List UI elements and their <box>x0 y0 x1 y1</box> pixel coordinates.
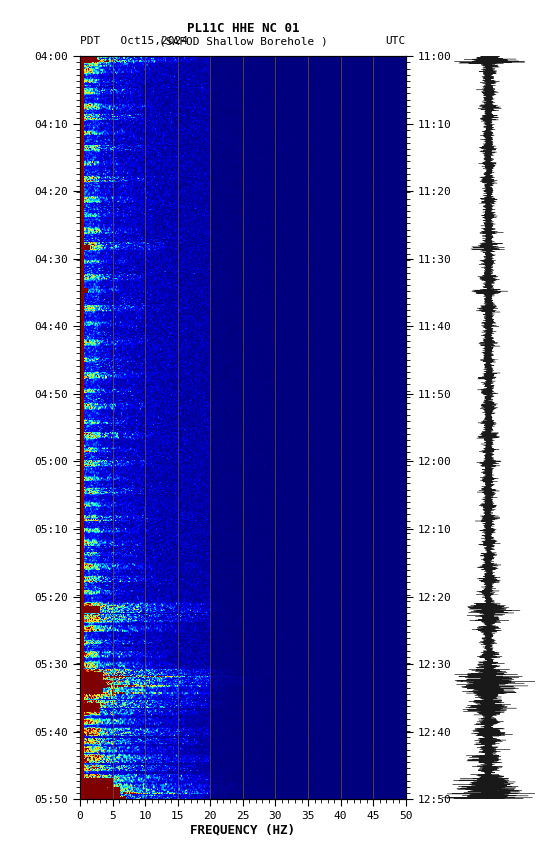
Text: PL11C HHE NC 01: PL11C HHE NC 01 <box>187 22 299 35</box>
Text: (SAFOD Shallow Borehole ): (SAFOD Shallow Borehole ) <box>158 36 327 47</box>
Text: PDT   Oct15,2024: PDT Oct15,2024 <box>80 36 188 47</box>
X-axis label: FREQUENCY (HZ): FREQUENCY (HZ) <box>190 823 295 836</box>
Bar <box>80 56 84 799</box>
Text: UTC: UTC <box>385 36 406 47</box>
